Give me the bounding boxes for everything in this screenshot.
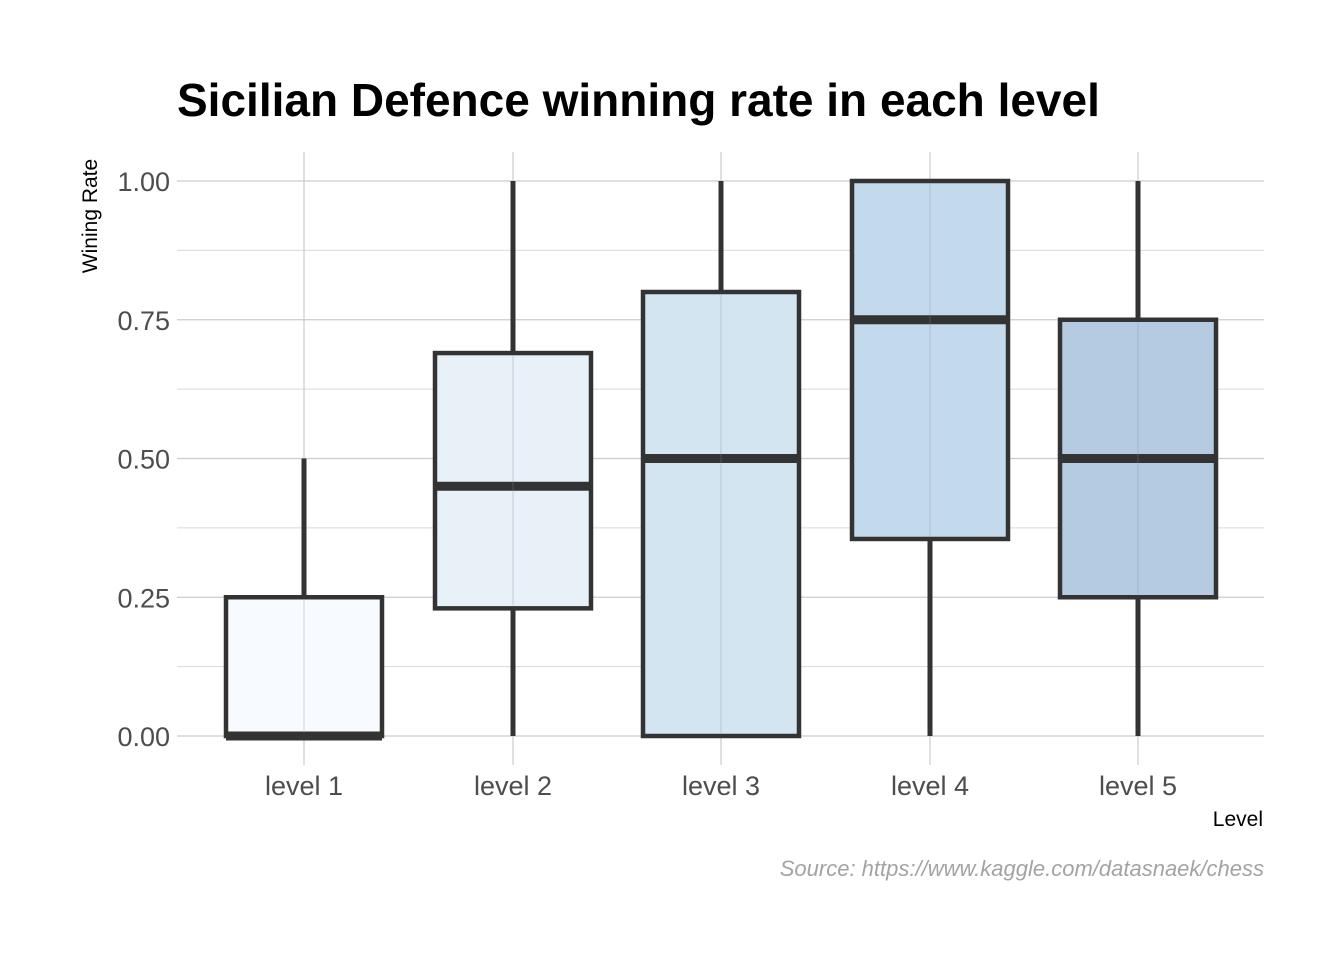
x-tick-label: level 5 xyxy=(1099,771,1177,801)
y-tick-label: 0.00 xyxy=(117,722,170,752)
source-caption: Source: https://www.kaggle.com/datasnaek… xyxy=(780,856,1264,881)
x-tick-label: level 3 xyxy=(682,771,760,801)
box-4 xyxy=(849,178,1011,736)
y-axis-title: Wining Rate xyxy=(79,159,102,273)
x-tick-label: level 1 xyxy=(265,771,343,801)
iqr-box xyxy=(640,289,802,739)
iqr-box xyxy=(432,350,594,611)
y-tick-label: 1.00 xyxy=(117,167,170,197)
x-tick-label: level 4 xyxy=(891,771,969,801)
box-3 xyxy=(640,181,802,739)
x-axis-title: Level xyxy=(1213,808,1263,831)
x-tick-label: level 2 xyxy=(474,771,552,801)
iqr-box xyxy=(223,595,385,739)
y-tick-label: 0.25 xyxy=(117,583,170,613)
y-tick-label: 0.75 xyxy=(117,306,170,336)
grid-overlay xyxy=(303,184,1139,733)
box-1 xyxy=(223,458,385,741)
chart-title: Sicilian Defence winning rate in each le… xyxy=(177,74,1100,126)
boxes xyxy=(223,178,1219,741)
iqr-box xyxy=(849,178,1011,542)
y-axis-ticks: 0.00 0.25 0.50 0.75 1.00 xyxy=(117,167,170,752)
y-tick-label: 0.50 xyxy=(117,445,170,475)
box-2 xyxy=(432,181,594,736)
box-5 xyxy=(1057,181,1219,736)
x-axis-ticks: level 1 level 2 level 3 level 4 level 5 xyxy=(265,771,1177,801)
